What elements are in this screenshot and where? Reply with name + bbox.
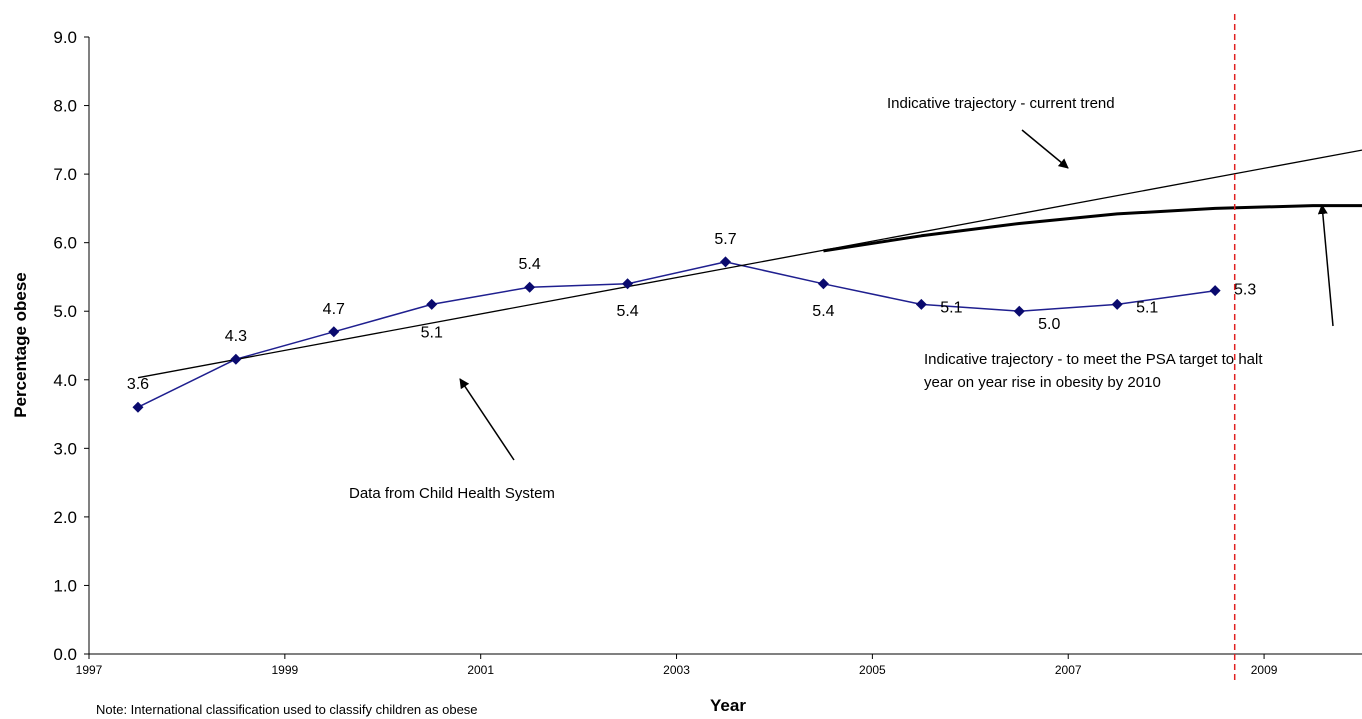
- data-point-marker: [622, 278, 634, 290]
- y-tick-label: 1.0: [53, 576, 77, 595]
- footnote: Note: International classification used …: [96, 702, 478, 717]
- data-label: 5.4: [616, 303, 638, 320]
- annotation-data-source: Data from Child Health System: [349, 485, 555, 502]
- y-tick-label: 6.0: [53, 234, 77, 253]
- data-point-marker: [524, 281, 536, 293]
- y-tick-label: 3.0: [53, 439, 77, 458]
- data-point-marker: [1209, 285, 1221, 297]
- series-lines: [137, 149, 1362, 408]
- data-point-marker: [1111, 298, 1123, 310]
- y-tick-label: 7.0: [53, 165, 77, 184]
- x-tick-label: 1999: [271, 663, 298, 677]
- data-labels: 3.6 4.3 4.7 5.1 5.4 5.4 5.7 5.4 5.1 5.0 5.1 5.3: [127, 231, 1256, 393]
- x-tick-label: 2009: [1251, 663, 1278, 677]
- data-label: 5.4: [812, 303, 834, 320]
- data-points: [132, 256, 1221, 413]
- data-label: 5.1: [940, 299, 962, 316]
- data-point-marker: [230, 353, 242, 365]
- data-label: 4.7: [323, 301, 345, 318]
- data-point-marker: [132, 401, 144, 413]
- arrow-psa-target: [1317, 204, 1334, 327]
- data-point-marker: [817, 278, 829, 290]
- data-label: 5.0: [1038, 316, 1060, 333]
- data-point-marker: [720, 256, 731, 268]
- data-label: 5.4: [519, 256, 541, 273]
- series-line-psa-trajectory: [823, 204, 1362, 253]
- x-tick-label: 1997: [76, 663, 103, 677]
- x-axis-title: Year: [710, 696, 746, 715]
- x-tick-label: 2005: [859, 663, 886, 677]
- x-tick-label: 2003: [663, 663, 690, 677]
- y-tick-label: 5.0: [53, 302, 77, 321]
- x-tick-label: 2001: [467, 663, 494, 677]
- x-ticks: 1997 1999 2001 2003 2005 2007 2009: [76, 654, 1278, 677]
- annotation-current-trend: Indicative trajectory - current trend: [887, 95, 1115, 112]
- annotation-psa-target-line1: Indicative trajectory - to meet the PSA …: [924, 351, 1263, 368]
- data-label: 4.3: [225, 328, 247, 345]
- data-point-marker: [1013, 305, 1025, 317]
- annotation-psa-target-line2: year on year rise in obesity by 2010: [924, 374, 1161, 391]
- arrow-data-source: [459, 378, 515, 461]
- data-label: 3.6: [127, 376, 149, 393]
- series-line-child-health-data: [137, 261, 1216, 408]
- arrow-current-trend: [1021, 129, 1069, 169]
- y-axis-title: Percentage obese: [11, 272, 30, 418]
- data-point-marker: [328, 326, 340, 338]
- data-label: 5.1: [1136, 299, 1158, 316]
- y-ticks: 0.0 1.0 2.0 3.0 4.0 5.0 6.0 7.0 8.0 9.0: [53, 28, 89, 664]
- y-tick-label: 4.0: [53, 371, 77, 390]
- data-point-marker: [915, 298, 927, 310]
- y-tick-label: 2.0: [53, 508, 77, 527]
- y-tick-label: 0.0: [53, 645, 77, 664]
- series-line-current-trend: [137, 149, 1362, 379]
- y-tick-label: 9.0: [53, 28, 77, 47]
- annotation-arrows: [459, 129, 1334, 461]
- axes: [88, 37, 1362, 655]
- data-label: 5.7: [714, 231, 736, 248]
- data-label: 5.3: [1234, 282, 1256, 299]
- data-label: 5.1: [421, 324, 443, 341]
- y-tick-label: 8.0: [53, 97, 77, 116]
- x-tick-label: 2007: [1055, 663, 1082, 677]
- data-point-marker: [426, 298, 438, 310]
